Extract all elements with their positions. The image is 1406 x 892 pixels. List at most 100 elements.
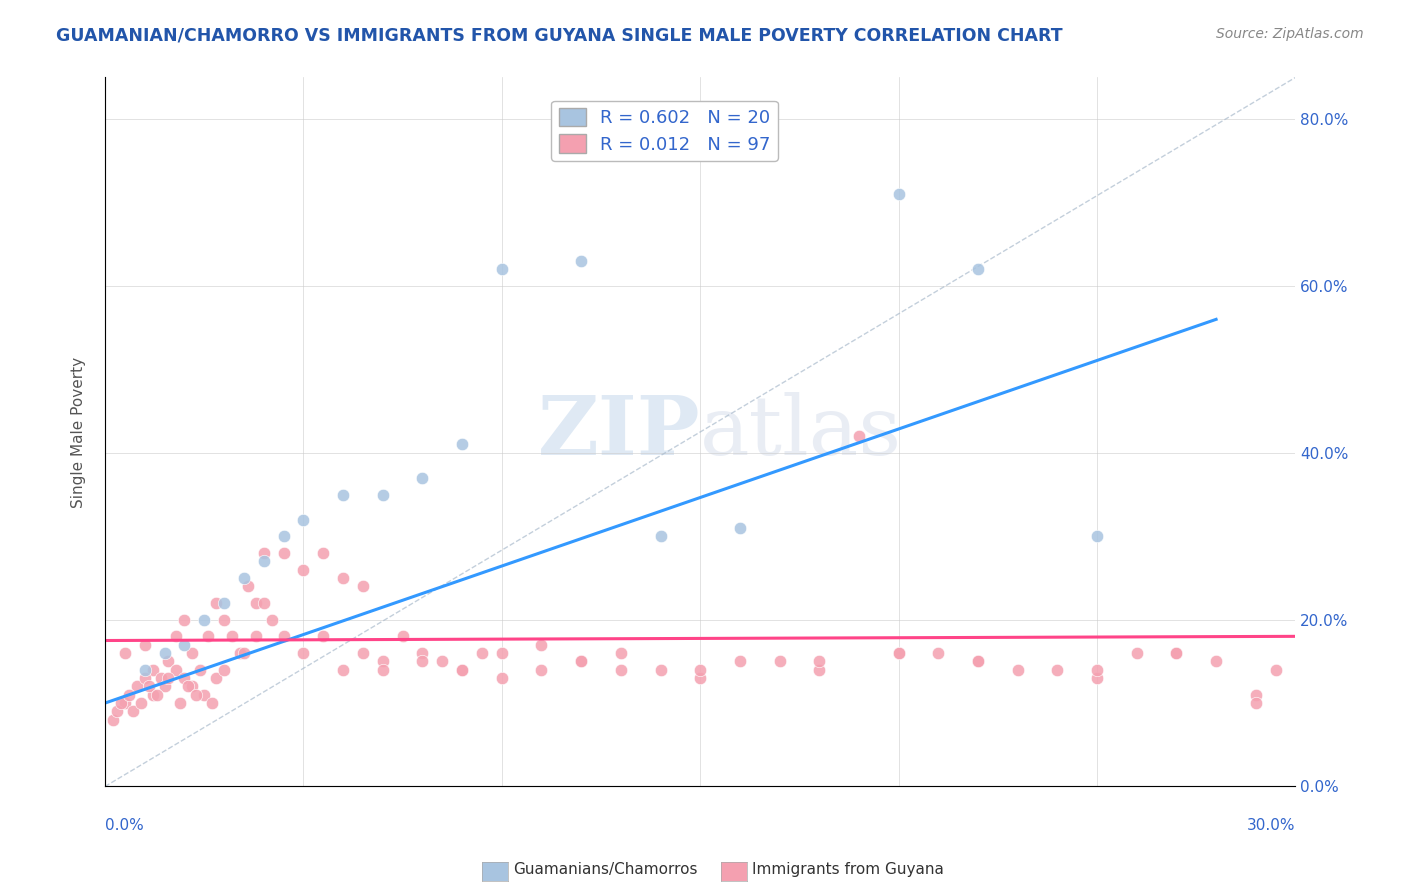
Point	[848, 429, 870, 443]
Point	[142, 663, 165, 677]
Point	[212, 596, 235, 610]
Point	[157, 654, 180, 668]
Point	[114, 696, 136, 710]
Point	[292, 512, 315, 526]
Point	[491, 646, 513, 660]
Point	[153, 679, 176, 693]
Point	[205, 596, 228, 610]
Point	[232, 571, 254, 585]
Point	[292, 563, 315, 577]
Text: Immigrants from Guyana: Immigrants from Guyana	[752, 863, 943, 877]
Point	[188, 663, 211, 677]
Point	[650, 663, 672, 677]
Point	[1244, 688, 1267, 702]
Point	[1085, 663, 1108, 677]
Point	[101, 713, 124, 727]
Text: atlas: atlas	[700, 392, 903, 472]
Point	[229, 646, 252, 660]
Point	[1166, 646, 1188, 660]
Point	[134, 671, 156, 685]
Text: ZIP: ZIP	[537, 392, 700, 472]
Point	[371, 663, 394, 677]
Point	[181, 679, 204, 693]
Point	[232, 646, 254, 660]
Point	[173, 671, 195, 685]
Point	[221, 629, 243, 643]
Point	[569, 654, 592, 668]
Point	[887, 646, 910, 660]
Point	[201, 696, 224, 710]
Point	[491, 262, 513, 277]
Point	[927, 646, 949, 660]
Point	[650, 529, 672, 543]
Point	[273, 629, 295, 643]
Point	[253, 554, 276, 568]
Point	[808, 663, 831, 677]
Point	[432, 654, 454, 668]
Point	[1046, 663, 1069, 677]
Text: 0.0%: 0.0%	[105, 818, 143, 833]
Point	[105, 705, 128, 719]
Point	[352, 646, 374, 660]
Point	[153, 646, 176, 660]
Point	[142, 688, 165, 702]
Point	[1244, 696, 1267, 710]
Point	[260, 613, 283, 627]
Point	[610, 646, 633, 660]
Text: 30.0%: 30.0%	[1247, 818, 1295, 833]
Point	[118, 688, 141, 702]
Point	[134, 663, 156, 677]
Point	[768, 654, 790, 668]
Point	[332, 663, 354, 677]
Point	[808, 654, 831, 668]
Point	[411, 471, 433, 485]
Point	[1125, 646, 1147, 660]
Point	[610, 663, 633, 677]
Point	[391, 629, 413, 643]
Point	[165, 663, 187, 677]
Point	[121, 705, 143, 719]
Text: Guamanians/Chamorros: Guamanians/Chamorros	[513, 863, 697, 877]
Point	[569, 254, 592, 268]
Point	[887, 646, 910, 660]
Point	[1264, 663, 1286, 677]
Point	[169, 696, 191, 710]
Point	[312, 546, 335, 560]
Point	[352, 579, 374, 593]
Point	[728, 654, 751, 668]
Point	[149, 671, 172, 685]
Point	[253, 546, 276, 560]
Point	[332, 487, 354, 501]
Point	[451, 437, 474, 451]
Point	[114, 646, 136, 660]
Point	[212, 613, 235, 627]
Text: GUAMANIAN/CHAMORRO VS IMMIGRANTS FROM GUYANA SINGLE MALE POVERTY CORRELATION CHA: GUAMANIAN/CHAMORRO VS IMMIGRANTS FROM GU…	[56, 27, 1063, 45]
Point	[689, 663, 711, 677]
Point	[165, 629, 187, 643]
Point	[1007, 663, 1029, 677]
Point	[125, 679, 148, 693]
Point	[967, 654, 990, 668]
Point	[197, 629, 219, 643]
Point	[728, 521, 751, 535]
Point	[292, 646, 315, 660]
Point	[253, 596, 276, 610]
Point	[1085, 529, 1108, 543]
Point	[569, 654, 592, 668]
Point	[157, 671, 180, 685]
Point	[134, 638, 156, 652]
Point	[138, 679, 160, 693]
Point	[411, 654, 433, 668]
Point	[887, 187, 910, 202]
Point	[173, 638, 195, 652]
Legend: R = 0.602   N = 20, R = 0.012   N = 97: R = 0.602 N = 20, R = 0.012 N = 97	[551, 101, 778, 161]
Point	[181, 646, 204, 660]
Point	[967, 262, 990, 277]
Point	[212, 663, 235, 677]
Point	[110, 696, 132, 710]
Point	[332, 571, 354, 585]
Point	[471, 646, 494, 660]
Point	[173, 613, 195, 627]
Text: Source: ZipAtlas.com: Source: ZipAtlas.com	[1216, 27, 1364, 41]
Point	[1166, 646, 1188, 660]
